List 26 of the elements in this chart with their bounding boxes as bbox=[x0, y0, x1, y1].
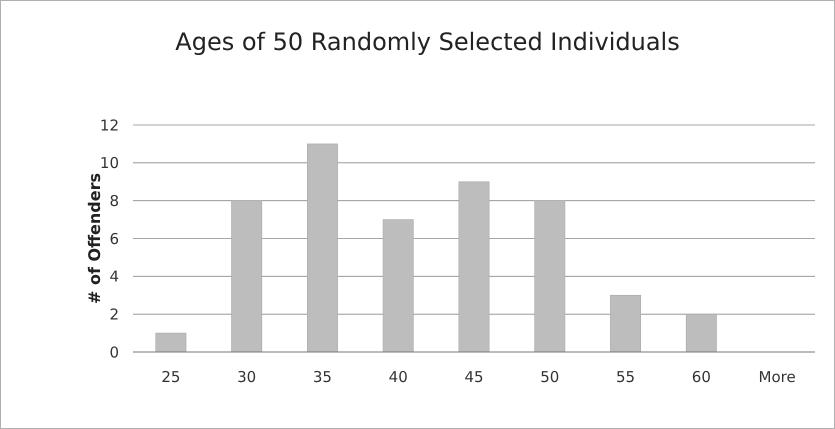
x-tick-label: 50 bbox=[540, 368, 560, 386]
y-tick-label: 0 bbox=[109, 343, 119, 362]
x-tick-label: 45 bbox=[464, 368, 484, 386]
bar bbox=[534, 200, 566, 352]
bar bbox=[686, 314, 717, 352]
y-tick-label: 4 bbox=[109, 268, 119, 286]
x-tick-label: More bbox=[758, 368, 796, 386]
x-tick-label: 25 bbox=[161, 368, 180, 386]
y-tick-label: 6 bbox=[109, 230, 119, 248]
x-tick-label: 55 bbox=[616, 368, 636, 386]
bar bbox=[306, 144, 338, 352]
y-tick-label: 10 bbox=[100, 154, 119, 172]
bar bbox=[610, 294, 642, 352]
bar bbox=[155, 332, 186, 352]
x-tick-label: 35 bbox=[312, 368, 332, 386]
bar bbox=[458, 181, 490, 352]
y-tick-label: 2 bbox=[109, 305, 119, 324]
y-axis-title: # of Offenders bbox=[85, 172, 104, 304]
y-tick-label: 8 bbox=[109, 192, 119, 210]
y-tick-label: 12 bbox=[100, 116, 119, 134]
x-tick-label: 30 bbox=[237, 368, 256, 386]
bar bbox=[382, 219, 414, 352]
chart-title: Ages of 50 Randomly Selected Individuals bbox=[175, 28, 680, 56]
x-tick-label: 40 bbox=[388, 368, 408, 386]
x-tick-label: 60 bbox=[692, 368, 711, 386]
bar bbox=[231, 200, 262, 352]
